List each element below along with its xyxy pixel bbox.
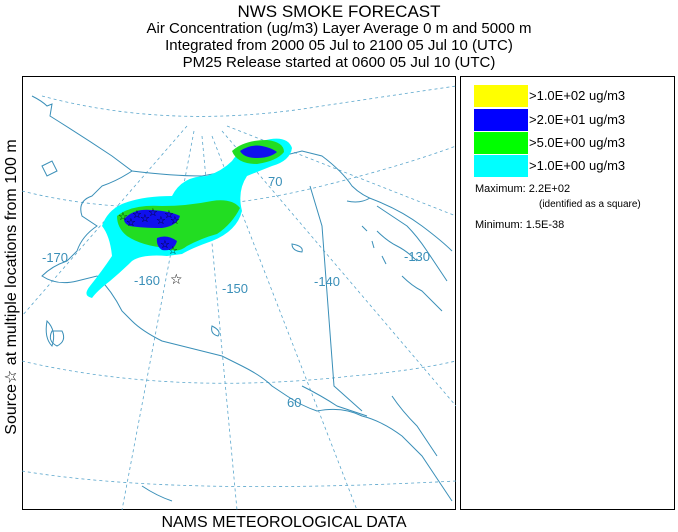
lat-label-60: 60 — [287, 395, 301, 410]
alaska-smoke-map: ☆ ☆ ☆ ☆ ☆ ☆ ☆ ☆ ☆ ☆ ☆ -170 -160 -150 -14… — [22, 76, 456, 510]
lat-label-70: 70 — [268, 174, 282, 189]
source-star: ☆ — [164, 209, 174, 221]
lon-label-130: -130 — [404, 249, 430, 264]
source-stars: ☆ ☆ ☆ ☆ ☆ ☆ ☆ ☆ ☆ ☆ ☆ — [118, 207, 183, 287]
source-star: ☆ — [168, 245, 178, 257]
plume-blue — [124, 209, 180, 228]
maximum-value: Maximum: 2.2E+02 — [475, 183, 571, 195]
legend-label: >1.0E+00 ug/m3 — [529, 158, 626, 173]
source-star: ☆ — [140, 213, 150, 225]
legend-label: >2.0E+01 ug/m3 — [529, 112, 626, 127]
coastline — [31, 95, 453, 502]
source-star: ☆ — [170, 271, 183, 287]
source-star: ☆ — [156, 215, 166, 227]
legend-item: >1.0E+00 ug/m3 — [474, 155, 674, 177]
release-time: PM25 Release started at 0600 05 Jul 10 (… — [182, 54, 496, 71]
source-star: ☆ — [126, 217, 136, 229]
integration-period: Integrated from 2000 05 Jul to 2100 05 J… — [165, 37, 513, 54]
legend-item: >1.0E+02 ug/m3 — [474, 85, 674, 107]
legend-label: >5.0E+00 ug/m3 — [529, 135, 626, 150]
lon-label-160: -160 — [134, 273, 160, 288]
maximum-note: (identified as a square) — [539, 199, 641, 210]
lon-label-140: -140 — [314, 274, 340, 289]
legend-panel: >1.0E+02 ug/m3 >2.0E+01 ug/m3 >5.0E+00 u… — [460, 76, 675, 510]
meteorological-data-label: NAMS METEOROLOGICAL DATA — [161, 514, 407, 531]
map-title: NWS SMOKE FORECAST — [237, 2, 441, 21]
legend-swatch-green — [474, 132, 528, 154]
legend-swatch-blue — [474, 109, 528, 131]
legend-label: >1.0E+02 ug/m3 — [529, 88, 626, 103]
plume-blue-north — [240, 145, 277, 158]
source-star: ☆ — [118, 211, 128, 223]
legend-swatch-cyan — [474, 155, 528, 177]
source-star: ☆ — [160, 239, 170, 251]
source-location-label: Source☆ at multiple locations from 100 m — [3, 139, 20, 435]
smoke-plume — [86, 138, 292, 298]
source-star: ☆ — [170, 215, 180, 227]
lon-label-150: -150 — [222, 281, 248, 296]
lon-label-170: -170 — [42, 250, 68, 265]
border-line — [309, 185, 363, 412]
source-star: ☆ — [132, 209, 142, 221]
concentration-subtitle: Air Concentration (ug/m3) Layer Average … — [146, 20, 532, 37]
legend-item: >5.0E+00 ug/m3 — [474, 132, 674, 154]
plume-blue-south — [156, 236, 177, 251]
legend-swatch-yellow — [474, 85, 528, 107]
islands — [45, 243, 303, 502]
minimum-value: Minimum: 1.5E-38 — [475, 219, 565, 231]
source-star: ☆ — [148, 207, 158, 219]
legend-item: >2.0E+01 ug/m3 — [474, 109, 674, 131]
